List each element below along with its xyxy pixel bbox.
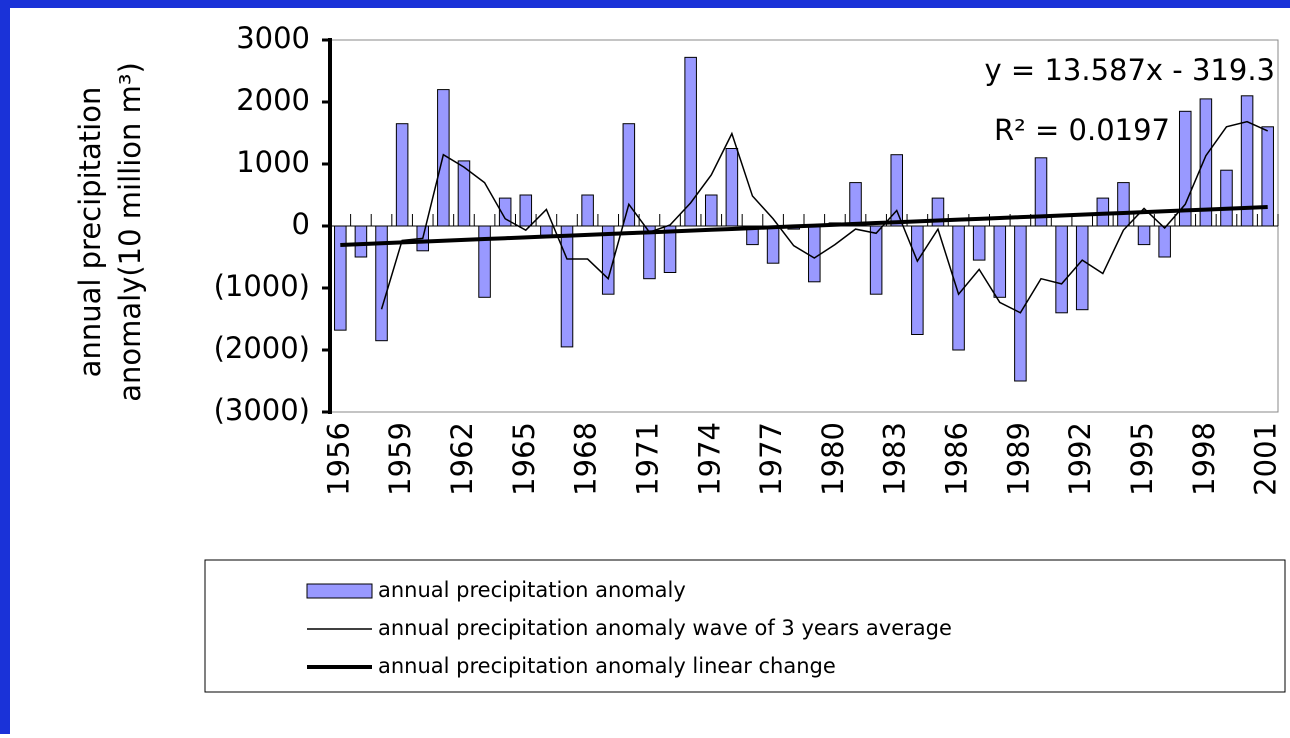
y-tick-label: 3000 bbox=[236, 21, 310, 55]
bar bbox=[972, 225, 986, 261]
y-axis-label: annual precipitation bbox=[73, 87, 107, 378]
bar bbox=[1158, 225, 1171, 258]
bar bbox=[1014, 225, 1027, 382]
x-tick-label: 1995 bbox=[1125, 422, 1159, 496]
y-tick-label: 2000 bbox=[236, 83, 310, 117]
x-tick-label: 1971 bbox=[630, 422, 664, 496]
bar bbox=[622, 123, 636, 227]
bar bbox=[704, 194, 718, 227]
y-tick-label: 0 bbox=[292, 207, 310, 241]
bar bbox=[766, 225, 780, 264]
bar bbox=[890, 154, 904, 227]
bar bbox=[911, 225, 924, 335]
x-tick-label: 1974 bbox=[692, 422, 726, 496]
bar bbox=[498, 197, 512, 227]
y-tick-label: 1000 bbox=[236, 145, 310, 179]
bar bbox=[1178, 110, 1192, 227]
x-tick-label: 1980 bbox=[816, 422, 850, 496]
bar bbox=[1034, 157, 1048, 227]
x-tick-label: 1968 bbox=[569, 422, 603, 496]
x-tick-label: 1989 bbox=[1001, 422, 1035, 496]
bar bbox=[375, 225, 388, 342]
x-tick-label: 1965 bbox=[507, 422, 541, 496]
bar bbox=[519, 194, 533, 227]
bar bbox=[643, 225, 656, 280]
bar bbox=[1055, 225, 1068, 314]
legend-label: annual precipitation anomaly wave of 3 y… bbox=[378, 616, 952, 640]
moving-average-line bbox=[380, 120, 1269, 314]
y-tick-label: (3000) bbox=[214, 393, 310, 427]
bar bbox=[1075, 225, 1089, 311]
bar bbox=[746, 225, 759, 246]
bar bbox=[1220, 169, 1233, 227]
bar bbox=[560, 225, 574, 348]
bar bbox=[1261, 126, 1274, 227]
bar bbox=[663, 225, 677, 273]
x-tick-label: 1983 bbox=[878, 422, 912, 496]
bar bbox=[395, 123, 409, 227]
bar bbox=[478, 225, 491, 298]
x-tick-label: 1986 bbox=[940, 422, 974, 496]
x-tick-label: 1959 bbox=[383, 422, 417, 496]
x-tick-label: 1992 bbox=[1063, 422, 1097, 496]
x-tick-label: 1956 bbox=[321, 422, 355, 496]
equation: y = 13.587x - 319.3 bbox=[985, 53, 1275, 87]
bar bbox=[684, 56, 697, 227]
x-tick-label: 1962 bbox=[445, 422, 479, 496]
bar bbox=[354, 225, 368, 258]
legend-label: annual precipitation anomaly linear chan… bbox=[378, 654, 836, 678]
y-tick-label: (2000) bbox=[214, 331, 310, 365]
bar bbox=[952, 225, 965, 351]
x-tick-label: 2001 bbox=[1249, 422, 1283, 496]
x-tick-label: 1998 bbox=[1187, 422, 1221, 496]
bar bbox=[1117, 182, 1130, 227]
bar bbox=[869, 225, 883, 295]
trend-line bbox=[340, 205, 1268, 247]
y-tick-label: (1000) bbox=[214, 269, 310, 303]
legend-swatch bbox=[306, 583, 373, 599]
bar bbox=[1137, 225, 1151, 246]
frame-left bbox=[0, 0, 10, 734]
legend-label: annual precipitation anomaly bbox=[378, 578, 686, 602]
y-axis-label: anomaly(10 million m³) bbox=[113, 62, 147, 402]
bar bbox=[808, 225, 821, 283]
frame-top bbox=[0, 0, 1290, 8]
bar bbox=[931, 197, 945, 227]
x-tick-label: 1977 bbox=[754, 422, 788, 496]
bar bbox=[581, 194, 594, 227]
legend bbox=[204, 559, 1286, 693]
bar bbox=[725, 148, 739, 227]
bar bbox=[334, 225, 347, 331]
bar bbox=[1240, 95, 1254, 227]
bar bbox=[540, 225, 553, 236]
bar bbox=[457, 160, 471, 227]
bar bbox=[601, 225, 615, 295]
bar bbox=[993, 225, 1007, 298]
r-squared: R² = 0.0197 bbox=[994, 113, 1170, 147]
bar bbox=[849, 182, 862, 227]
bar bbox=[1199, 98, 1213, 227]
